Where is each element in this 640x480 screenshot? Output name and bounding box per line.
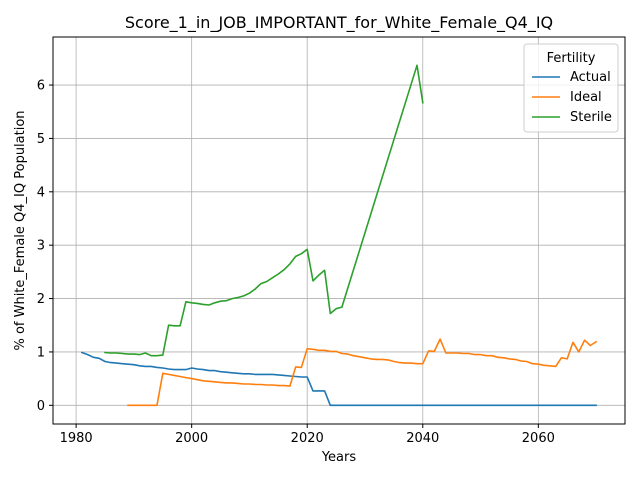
- plot-area-frame: [52, 36, 626, 425]
- x-tick-label: 2040: [406, 431, 439, 446]
- legend-label-actual: Actual: [570, 70, 611, 85]
- x-tick-label: 2000: [175, 431, 208, 446]
- x-axis-title: Years: [321, 450, 357, 465]
- y-tick-label: 5: [37, 132, 45, 147]
- legend-entries: Actual Ideal Sterile: [532, 70, 612, 125]
- grid-layer: [53, 37, 625, 424]
- chart-title: Score_1_in_JOB_IMPORTANT_for_White_Femal…: [125, 13, 553, 33]
- y-tick-label: 6: [37, 79, 45, 94]
- x-tick-label: 2060: [522, 431, 555, 446]
- legend: Fertility Actual Ideal Sterile: [523, 43, 619, 133]
- series-line-ideal: [127, 338, 598, 407]
- x-tick-label: 2020: [291, 431, 324, 446]
- legend-box: [523, 43, 619, 133]
- y-tick-label: 0: [37, 399, 45, 414]
- series-line-actual: [80, 351, 597, 407]
- y-axis-title: % of White_Female Q4_IQ Population: [13, 110, 28, 350]
- tick-layer: 1980 2000 2020 2040 2060 0 1 2 3 4 5 6: [37, 79, 555, 446]
- legend-label-ideal: Ideal: [570, 90, 602, 105]
- x-tick-label: 1980: [60, 431, 93, 446]
- y-tick-label: 1: [37, 345, 45, 360]
- legend-title: Fertility: [547, 51, 596, 66]
- legend-label-sterile: Sterile: [570, 110, 612, 125]
- series-layer: [80, 64, 598, 407]
- y-tick-label: 4: [37, 185, 45, 200]
- series-line-sterile: [104, 64, 424, 357]
- y-tick-label: 3: [37, 239, 45, 254]
- y-tick-label: 2: [37, 292, 45, 307]
